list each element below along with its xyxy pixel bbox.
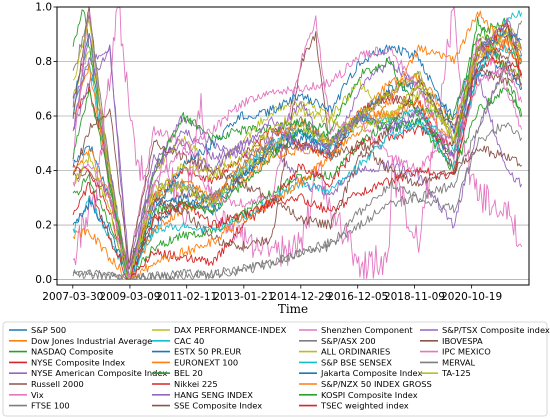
legend-label: NYSE Composite Index [31,357,125,367]
series-line [72,66,522,264]
legend-label: CAC 40 [174,336,204,346]
series-line [72,17,522,280]
legend-label: Shenzhen Component [321,325,413,335]
x-axis: 2007-03-302009-03-092011-02-112013-01-21… [42,285,502,303]
series-line [72,46,523,280]
series-line [72,25,522,280]
legend-label: HANG SENG INDEX [174,390,253,400]
legend-label: KOSPI Composite Index [321,390,418,400]
legend-label: Jakarta Composite Index [320,368,423,378]
legend-label: S&P/NZX 50 INDEX GROSS [321,379,432,389]
x-tick-label: 2013-01-21 [213,291,274,303]
legend-label: S&P/TSX Composite index [442,325,550,335]
series-line [72,20,523,280]
legend-label: Russell 2000 [31,379,84,389]
series-line [72,17,523,280]
series-line [72,36,522,280]
series-line [72,22,522,280]
series-line [72,33,523,277]
legend-label: Dow Jones Industrial Average [31,336,152,346]
legend-label: Vix [31,390,44,400]
legend-label: S&P 500 [31,325,66,335]
legend-label: Nikkei 225 [174,379,218,389]
legend-label: DAX PERFORMANCE-INDEX [174,325,287,335]
y-tick-label: 0.6 [35,111,52,123]
x-tick-label: 2016-12-05 [327,291,388,303]
legend-label: ESTX 50 PR.EUR [174,347,242,357]
series-layer [72,7,523,280]
series-line [72,9,523,280]
x-tick-label: 2018-11-09 [384,291,445,303]
y-axis: 0.0 0.2 0.4 0.6 0.8 1.0 [35,2,57,286]
legend-label: FTSE 100 [31,401,70,411]
series-line [72,30,522,280]
legend-label: TSEC weighted index [320,401,409,411]
series-line [72,11,523,268]
legend-label: S&P/ASX 200 [321,336,376,346]
y-tick-label: 0.0 [35,274,52,286]
y-tick-label: 0.2 [35,220,52,232]
series-line [72,7,523,280]
legend-label: BEL 20 [174,368,203,378]
legend-label: IBOVESPA [442,336,483,346]
series-line [72,10,523,280]
series-line [72,7,522,270]
y-tick-label: 0.4 [35,165,52,177]
series-line [72,37,523,280]
x-axis-label: Time [278,302,308,316]
x-tick-label: 2011-02-11 [156,291,217,303]
legend-label: SSE Composite Index [174,401,262,411]
legend-label: EURONEXT 100 [174,357,238,367]
x-tick-label: 2020-10-19 [441,291,502,303]
y-tick-label: 1.0 [35,2,52,14]
legend-label: IPC MEXICO [442,347,491,357]
series-line [72,20,523,277]
plot-frame [56,6,530,286]
legend-label: ALL ORDINARIES [321,347,390,357]
legend-label: TA-125 [441,368,471,378]
legend-label: S&P BSE SENSEX [321,357,392,367]
legend-label: MERVAL [442,357,476,367]
legend-box [2,321,548,417]
x-tick-label: 2014-12-29 [270,291,331,303]
y-tick-label: 0.8 [35,56,52,68]
x-tick-label: 2007-03-30 [42,291,103,303]
legend-label: NYSE American Composite Index [31,368,167,378]
legend-label: NASDAQ Composite [31,347,113,357]
x-tick-label: 2009-03-09 [99,291,160,303]
